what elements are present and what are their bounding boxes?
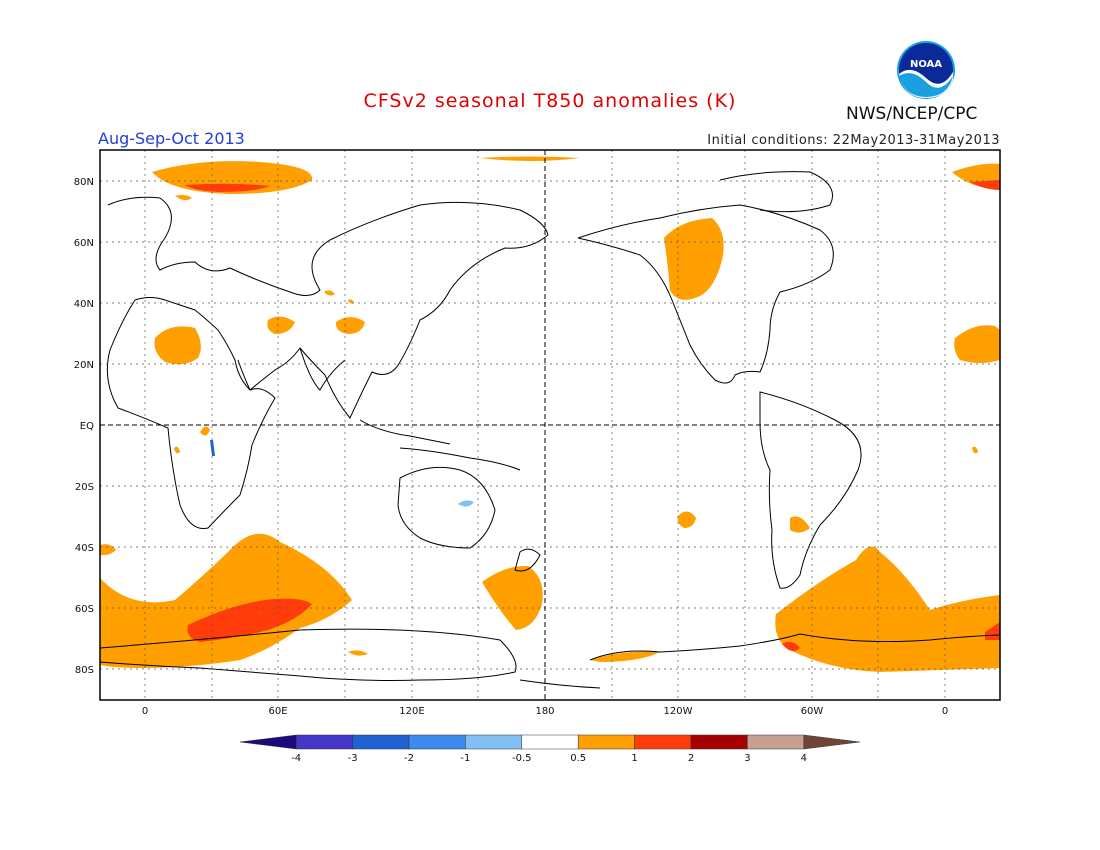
lon-label: 0 xyxy=(942,706,948,717)
colorbar-label: -2 xyxy=(404,753,414,764)
colorbar-label: 4 xyxy=(801,753,807,764)
lat-label: 80S xyxy=(75,665,94,676)
colorbar-label: 1 xyxy=(631,753,637,764)
colorbar-box xyxy=(465,734,523,750)
lat-label: 20S xyxy=(75,482,94,493)
colorbar-label: -3 xyxy=(348,753,358,764)
lat-label: 80N xyxy=(74,177,94,188)
coastlines xyxy=(99,171,1001,689)
lon-label: 120W xyxy=(664,706,693,717)
lat-label: 60N xyxy=(74,238,94,249)
colorbar-box xyxy=(408,734,466,750)
colorbar-arrow-low xyxy=(239,734,297,750)
colorbar-label: 2 xyxy=(688,753,694,764)
colorbar-label: -0.5 xyxy=(512,753,532,764)
colorbar-box xyxy=(521,734,579,750)
logo-text: NOAA xyxy=(910,59,942,70)
lon-label: 60W xyxy=(801,706,824,717)
colorbar-box xyxy=(690,734,748,750)
lat-label: EQ xyxy=(80,421,94,432)
colorbar-box xyxy=(747,734,805,750)
lon-label: 60E xyxy=(268,706,287,717)
colorbar-label: 0.5 xyxy=(570,753,586,764)
lon-label: 120E xyxy=(399,706,424,717)
anomaly-shading xyxy=(100,156,1000,672)
equator-dateline xyxy=(100,150,1000,700)
lon-label: 0 xyxy=(142,706,148,717)
graticule xyxy=(100,150,1000,700)
colorbar-box xyxy=(634,734,692,750)
lat-label: 60S xyxy=(75,604,94,615)
lon-label: 180 xyxy=(535,706,554,717)
latitude-labels: 80N 60N 40N 20N EQ 20S 40S 60S 80S xyxy=(74,177,94,676)
colorbar-label: -4 xyxy=(291,753,301,764)
colorbar-arrow-high xyxy=(803,734,861,750)
lat-label: 20N xyxy=(74,360,94,371)
colorbar-box xyxy=(295,734,353,750)
lat-label: 40N xyxy=(74,299,94,310)
map-frame xyxy=(99,149,1001,701)
colorbar: -4 -3 -2 -1 -0.5 0.5 1 2 3 4 xyxy=(239,734,861,764)
initial-conditions-label: Initial conditions: 22May2013-31May2013 xyxy=(707,133,1000,148)
noaa-logo-icon: NOAA xyxy=(897,41,955,99)
colorbar-label: -1 xyxy=(460,753,470,764)
season-label: Aug-Sep-Oct 2013 xyxy=(98,129,245,148)
map-title: CFSv2 seasonal T850 anomalies (K) xyxy=(363,90,737,112)
colorbar-box xyxy=(352,734,410,750)
longitude-labels: 0 60E 120E 180 120W 60W 0 xyxy=(142,706,948,717)
colorbar-label: 3 xyxy=(744,753,750,764)
agency-label: NWS/NCEP/CPC xyxy=(846,104,978,124)
colorbar-box xyxy=(577,734,635,750)
lat-label: 40S xyxy=(75,543,94,554)
